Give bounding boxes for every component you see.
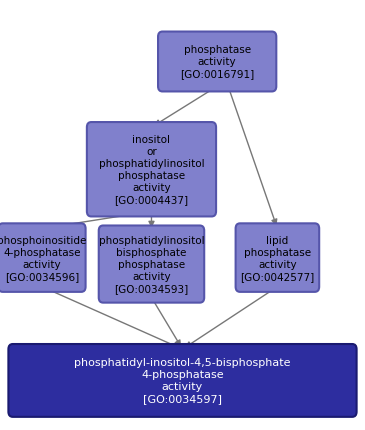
Text: phosphoinositide
4-phosphatase
activity
[GO:0034596]: phosphoinositide 4-phosphatase activity …: [0, 235, 87, 281]
Text: inositol
or
phosphatidylinositol
phosphatase
activity
[GO:0004437]: inositol or phosphatidylinositol phospha…: [99, 135, 204, 205]
Text: phosphatidylinositol
bisphosphate
phosphatase
activity
[GO:0034593]: phosphatidylinositol bisphosphate phosph…: [99, 236, 204, 293]
FancyBboxPatch shape: [8, 344, 357, 417]
FancyBboxPatch shape: [0, 224, 85, 292]
FancyBboxPatch shape: [158, 33, 276, 92]
Text: phosphatase
activity
[GO:0016791]: phosphatase activity [GO:0016791]: [180, 46, 254, 79]
FancyBboxPatch shape: [87, 123, 216, 217]
Text: phosphatidyl-inositol-4,5-bisphosphate
4-phosphatase
activity
[GO:0034597]: phosphatidyl-inositol-4,5-bisphosphate 4…: [74, 358, 291, 403]
FancyBboxPatch shape: [236, 224, 319, 292]
Text: lipid
phosphatase
activity
[GO:0042577]: lipid phosphatase activity [GO:0042577]: [240, 235, 315, 281]
FancyBboxPatch shape: [99, 226, 204, 303]
